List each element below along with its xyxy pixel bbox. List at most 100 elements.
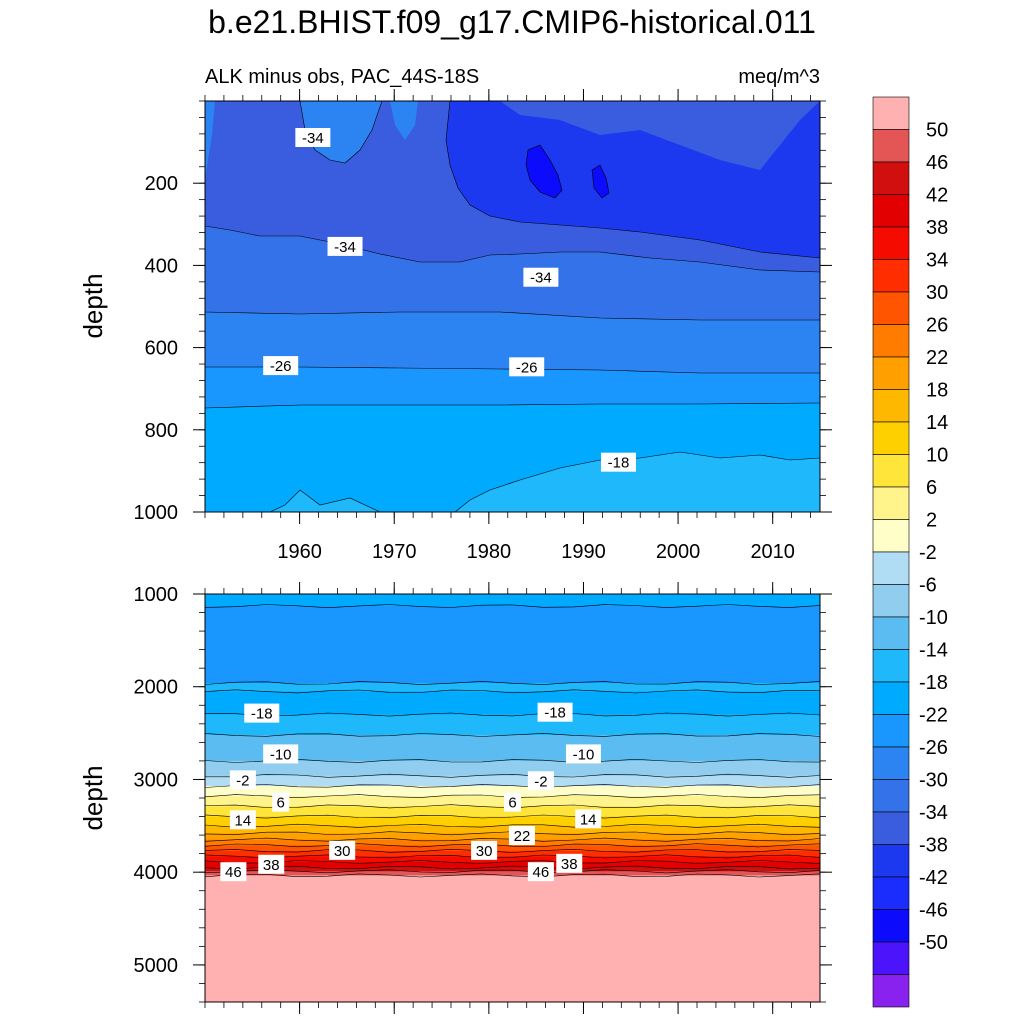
- contour-label-bg: [327, 236, 363, 256]
- contour-label-bg: [565, 744, 601, 764]
- contour-line: [445, 100, 821, 259]
- colorbar-swatch: [872, 194, 910, 228]
- colorbar-label: 14: [926, 412, 948, 434]
- colorbar-swatch: [872, 551, 910, 585]
- colorbar-swatch: [872, 421, 910, 455]
- contour-label-bg: [509, 357, 545, 377]
- contour-line: [204, 402, 821, 409]
- colorbar-label: 22: [926, 347, 948, 369]
- x-tick-label: 2000: [656, 541, 701, 563]
- y-tick-label: 2000: [134, 677, 179, 699]
- contour-line: [204, 225, 821, 273]
- contour-label-bg: [600, 452, 636, 472]
- contour-line: [204, 843, 821, 848]
- contour-line: [204, 854, 821, 859]
- contour-label: 6: [508, 795, 516, 812]
- colorbar-swatch: [872, 811, 910, 845]
- band-minus-22-b: [205, 691, 820, 716]
- colorbar-label: -22: [919, 705, 948, 727]
- upper-contour-labels: -34 -34 -34 -26 -26 -18: [263, 127, 636, 472]
- colorbar-label: 18: [926, 380, 948, 402]
- colorbar-swatch: [872, 616, 910, 650]
- colorbar-label: 38: [926, 217, 948, 239]
- contour-line: [204, 604, 821, 609]
- contour-label: 30: [334, 843, 351, 860]
- colorbar-label: 50: [926, 120, 948, 142]
- upper-contour-lines: [204, 100, 821, 513]
- contour-label: -10: [270, 746, 292, 763]
- contour-line: [204, 311, 820, 321]
- colorbar-label: -26: [919, 737, 948, 759]
- band-minus-30-top-b: [205, 101, 215, 180]
- colorbar-label: -46: [919, 900, 948, 922]
- x-tick-label: 1960: [277, 541, 322, 563]
- contour-line: [591, 164, 610, 199]
- contour-label-bg: [229, 770, 256, 790]
- contour-label: 46: [225, 864, 242, 881]
- colorbar-label: -42: [919, 867, 948, 889]
- colorbar-swatch: [872, 96, 910, 130]
- band-10: [205, 816, 820, 827]
- band-minus-18: [205, 683, 820, 692]
- colorbar-label: 2: [926, 510, 937, 532]
- y-tick-label: 3000: [134, 769, 179, 791]
- upper-axes: 200 400 600 800 1000 1960 1970 1980 1990 2000 2010: [134, 89, 832, 563]
- figure-title: b.e21.BHIST.f09_g17.CMIP6-historical.011: [208, 4, 816, 40]
- contour-label-bg: [575, 809, 602, 829]
- colorbar-swatch: [872, 486, 910, 520]
- contour-label-bg: [229, 810, 256, 830]
- contour-label-bg: [523, 267, 559, 287]
- contour-line: [204, 733, 821, 737]
- colorbar-swatch: [872, 324, 910, 358]
- contour-label: -18: [544, 705, 566, 722]
- contour-line: [204, 814, 821, 819]
- contour-label-bg: [272, 792, 290, 812]
- contour-line: [204, 865, 821, 870]
- contour-label: -26: [270, 358, 292, 375]
- colorbar-label: 26: [926, 315, 948, 337]
- contour-label: 38: [561, 856, 578, 873]
- colorbar-label: -2: [919, 542, 937, 564]
- colorbar-label: -14: [919, 640, 948, 662]
- y-tick-label: 400: [145, 255, 178, 277]
- y-tick-label: 4000: [134, 862, 179, 884]
- band-minus-22: [205, 594, 820, 607]
- contour-label-bg: [537, 702, 573, 722]
- colorbar-swatch: [872, 389, 910, 423]
- colorbar-swatch: [872, 844, 910, 878]
- lower-contour-fill: [205, 594, 820, 1003]
- colorbar: 50 46 42 38 34 30 26 22 18 14 10 6 2 -2 -6 -10 -14 -18 -22…: [872, 96, 948, 1008]
- contour-line: [204, 848, 821, 853]
- contour-label-bg: [220, 862, 247, 882]
- band-minus-46: [526, 145, 562, 198]
- contour-label-bg: [471, 840, 498, 860]
- x-tick-label: 2010: [750, 541, 795, 563]
- contour-label-bg: [556, 853, 583, 873]
- colorbar-swatch: [872, 259, 910, 293]
- band-minus-42: [446, 101, 820, 258]
- contour-line: [204, 712, 821, 717]
- contour-label: -34: [530, 270, 552, 287]
- contour-label-bg: [258, 854, 285, 874]
- contour-label: -34: [302, 130, 324, 147]
- band-minus-14: [205, 734, 820, 762]
- contour-label-bg: [244, 703, 280, 723]
- y-tick-label: 5000: [134, 955, 179, 977]
- upper-panel: ALK minus obs, PAC_44S-18S meq/m^3: [78, 66, 832, 563]
- colorbar-label: 30: [926, 282, 948, 304]
- colorbar-swatch: [872, 746, 910, 780]
- contour-label: -26: [516, 359, 538, 376]
- colorbar-label: -38: [919, 835, 948, 857]
- colorbar-swatch: [872, 291, 910, 325]
- contour-label: -34: [334, 239, 356, 256]
- band-50: [205, 875, 820, 1003]
- contour-label: -2: [534, 773, 547, 790]
- contour-label-bg: [329, 840, 356, 860]
- contour-line: [204, 784, 821, 788]
- lower-contour-labels: -18 -18 -10 -10 -2 -2 6 6 14 14 22 30 30 38 38 46 46: [220, 702, 602, 882]
- upper-contour-fill: [205, 101, 820, 512]
- band-minus-2: [205, 785, 820, 797]
- contour-line: [204, 823, 821, 828]
- contour-label: 30: [476, 843, 493, 860]
- colorbar-label: -50: [919, 932, 948, 954]
